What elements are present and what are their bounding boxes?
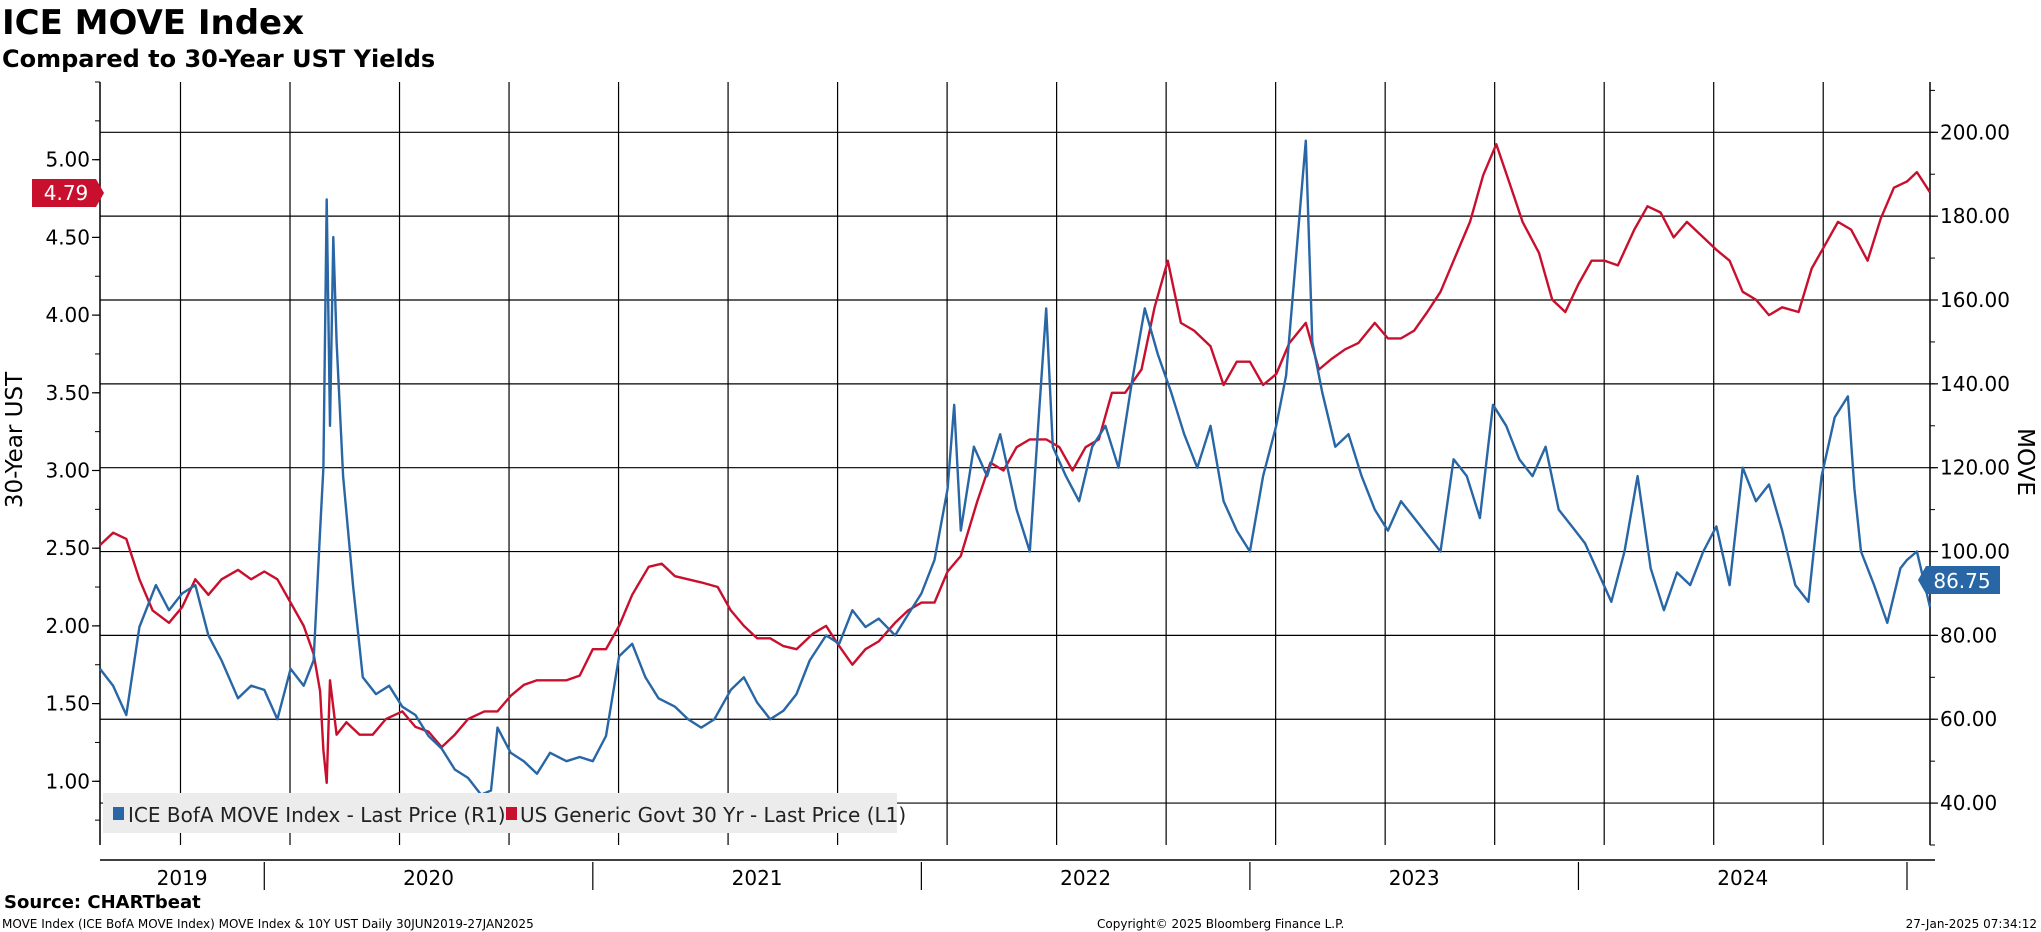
year-label: 2020: [403, 866, 454, 890]
right-tick-label: 180.00: [1940, 204, 2010, 228]
left-tick-label: 2.50: [45, 536, 90, 560]
left-axis-title: 30-Year UST: [2, 371, 28, 508]
left-tick-label: 3.50: [45, 381, 90, 405]
right-tick-label: 100.00: [1940, 540, 2010, 564]
footer-right: 27-Jan-2025 07:34:12: [1906, 917, 2037, 931]
year-label: 2024: [1717, 866, 1768, 890]
right-tick-label: 120.00: [1940, 456, 2010, 480]
last-value-badge-move: 86.75: [1918, 566, 2000, 594]
legend-swatch-ust: [506, 807, 517, 820]
series-line-ust-30y: [99, 143, 1932, 784]
left-tick-label: 4.50: [45, 225, 90, 249]
right-tick-label: 160.00: [1940, 288, 2010, 312]
footer-center: Copyright© 2025 Bloomberg Finance L.P.: [1097, 917, 1344, 931]
right-tick-label: 60.00: [1940, 707, 1997, 731]
source-note: Source: CHARTbeat: [4, 892, 201, 913]
right-tick-label: 200.00: [1940, 120, 2010, 144]
right-tick-label: 140.00: [1940, 372, 2010, 396]
last-value-move: 86.75: [1933, 569, 1990, 593]
last-value-ust: 4.79: [44, 181, 89, 205]
year-label: 2022: [1060, 866, 1111, 890]
year-labels: 2019 2020 2021 2022 2023 2024: [157, 862, 1908, 890]
chart-title: ICE MOVE Index: [2, 3, 304, 43]
left-tick-label: 4.00: [45, 303, 90, 327]
series-line-move-index: [99, 139, 1932, 796]
right-axis-title: MOVE: [2012, 428, 2038, 496]
legend-label-move: ICE BofA MOVE Index - Last Price (R1): [128, 803, 506, 827]
chart-subtitle: Compared to 30-Year UST Yields: [2, 45, 435, 73]
footer-left: MOVE Index (ICE BofA MOVE Index) MOVE In…: [2, 917, 534, 931]
legend: ICE BofA MOVE Index - Last Price (R1) US…: [103, 793, 906, 833]
right-axis-ticks: 40.00 60.00 80.00 100.00 120.00 140.00 160.00 1…: [1930, 89, 2010, 846]
grid: [99, 82, 1935, 861]
left-tick-label: 3.00: [45, 458, 90, 482]
left-tick-label: 5.00: [45, 148, 90, 172]
left-tick-label: 1.50: [45, 692, 90, 716]
year-label: 2019: [157, 866, 208, 890]
left-tick-label: 1.00: [45, 769, 90, 793]
last-value-badge-ust: 4.79: [32, 179, 104, 207]
year-label: 2023: [1389, 866, 1440, 890]
left-axis-ticks: 1.00 1.50 2.00 2.50 3.00 3.50 4.00 4.50 5.00: [45, 81, 100, 821]
right-tick-label: 80.00: [1940, 623, 1997, 647]
legend-label-ust: US Generic Govt 30 Yr - Last Price (L1): [520, 803, 906, 827]
right-tick-label: 40.00: [1940, 791, 1997, 815]
year-label: 2021: [732, 866, 783, 890]
left-tick-label: 2.00: [45, 614, 90, 638]
legend-swatch-move: [113, 807, 124, 820]
